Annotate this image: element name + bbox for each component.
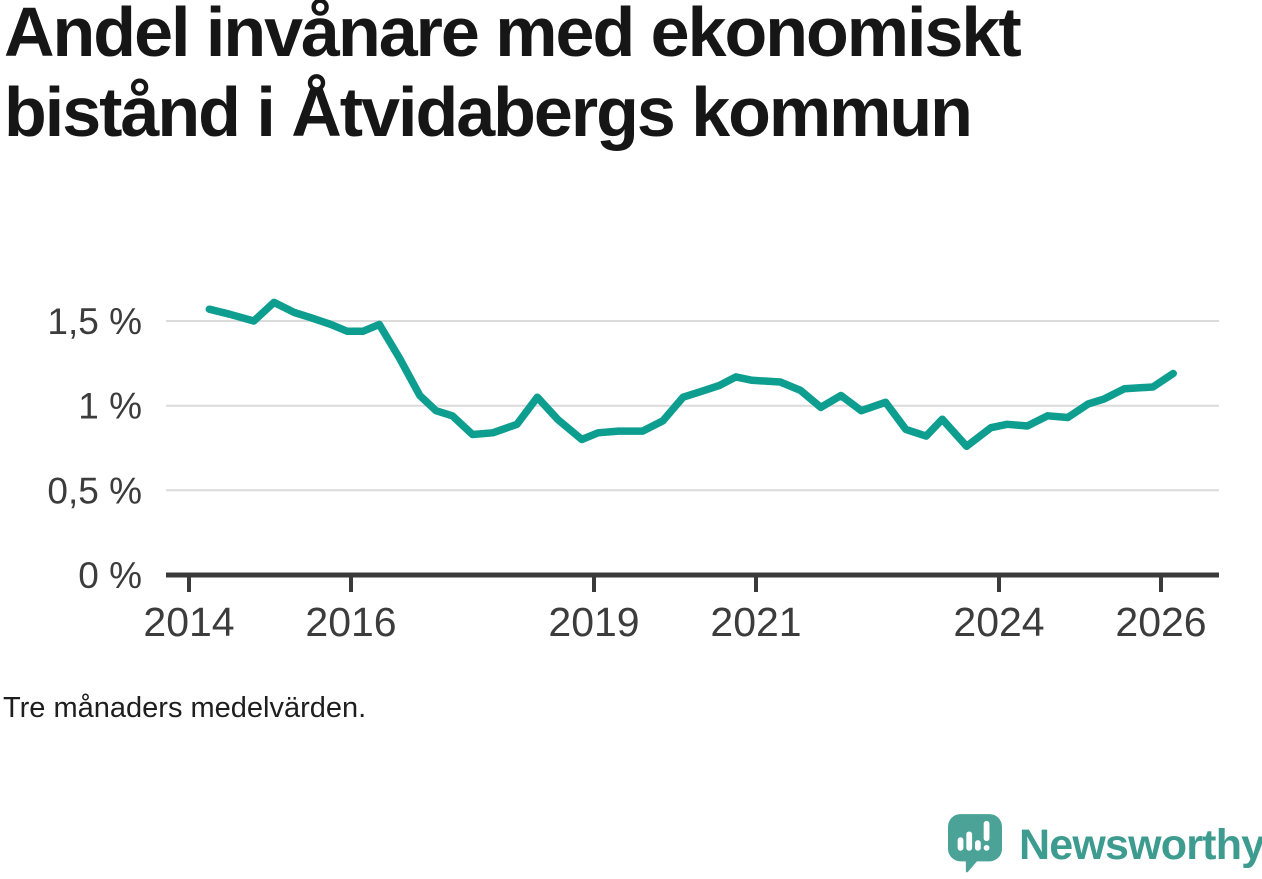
x-axis-label: 2026 <box>1115 599 1206 645</box>
y-axis-label: 0 % <box>78 555 142 596</box>
chart-footnote: Tre månaders medelvärden. <box>3 692 367 724</box>
y-axis-label: 1 % <box>78 386 142 427</box>
logo-exclamation-dot <box>983 844 990 851</box>
newsworthy-logo: Newsworthy <box>948 812 1262 878</box>
x-axis-label: 2024 <box>953 599 1044 645</box>
logo-exclamation-bar <box>983 820 990 842</box>
x-axis-label: 2019 <box>548 599 639 645</box>
x-axis-label: 2014 <box>143 599 234 645</box>
logo-bar-1 <box>957 837 964 851</box>
chart-title: Andel invånare med ekonomiskt bistånd i Å… <box>4 0 1154 152</box>
y-axis-label: 0,5 % <box>47 470 142 511</box>
data-line <box>205 298 1177 451</box>
bar-chart-speech-bubble-icon <box>948 814 1002 873</box>
line-chart: 0 % 0,5 % 1 % 1,5 % 2014 2016 2019 2021 2024 2026 <box>47 298 1219 645</box>
logo-bar-3 <box>975 840 981 851</box>
newsworthy-wordmark: Newsworthy <box>1019 821 1262 869</box>
y-axis-label: 1,5 % <box>47 301 142 342</box>
chart-title-line1: Andel invånare med ekonomiskt <box>4 0 1022 71</box>
chart-title-line2: bistånd i Åtvidabergs kommun <box>4 73 973 151</box>
logo-bar-2 <box>966 831 973 851</box>
x-axis-label: 2021 <box>710 599 801 645</box>
x-axis-label: 2016 <box>305 599 396 645</box>
